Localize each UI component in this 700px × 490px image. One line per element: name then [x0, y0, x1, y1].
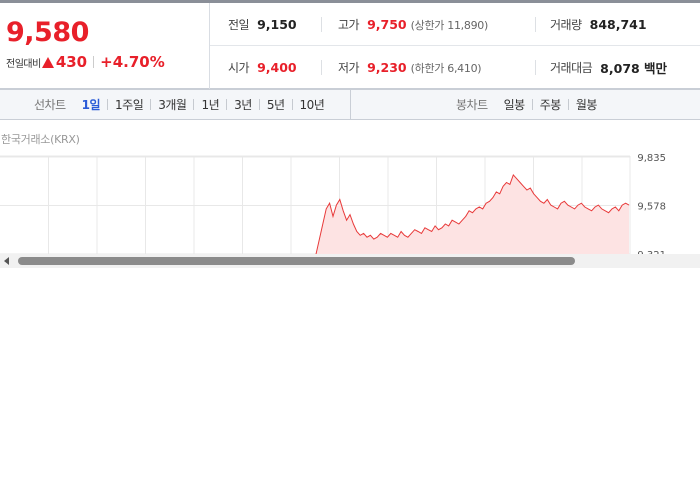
divider [93, 56, 95, 68]
change-label: 전일대비 [6, 58, 41, 70]
volume: 거래량 848,741 [550, 3, 647, 46]
candle-chart-label: 봉차트 [456, 98, 488, 112]
chart-controls: 선차트 1일 1주일 3개월 1년 3년 5년 10년 봉차트 일봉 주봉 월봉 [0, 89, 700, 120]
change-amount: 430 [41, 53, 88, 71]
up-triangle-icon [41, 56, 54, 68]
divider [531, 99, 533, 110]
line-chart-periods: 선차트 1일 1주일 3개월 1년 3년 5년 10년 [34, 90, 325, 119]
divider [193, 99, 195, 110]
divider [107, 99, 109, 110]
divider [321, 17, 322, 32]
series-line [315, 173, 630, 255]
period-10y[interactable]: 10년 [299, 98, 325, 112]
candle-daily[interactable]: 일봉 [503, 98, 526, 112]
prev-close-value: 9,150 [257, 17, 297, 32]
quote-summary: 9,580 전일대비 430 +4.70% 전일 9,150 고가 9,750 … [0, 3, 700, 89]
open-price: 시가 9,400 [228, 46, 297, 89]
open-label: 시가 [228, 61, 250, 75]
prev-close-label: 전일 [228, 18, 250, 32]
low-value: 9,230 [367, 60, 407, 75]
trade-value-label: 거래대금 [550, 61, 593, 75]
volume-value: 848,741 [589, 17, 647, 32]
change-row: 전일대비 430 +4.70% [6, 53, 165, 71]
divider [226, 99, 228, 110]
divider [567, 99, 569, 110]
series-area [316, 174, 629, 255]
scroll-left-icon[interactable] [4, 257, 9, 265]
high-value: 9,750 [367, 17, 407, 32]
period-3m[interactable]: 3개월 [158, 98, 187, 112]
divider [321, 60, 322, 75]
price-chart: 9,835 9,578 9,321 한국거래소(KRX) [0, 120, 700, 255]
scroll-thumb[interactable] [18, 257, 575, 265]
y-tick-label: 9,578 [637, 202, 666, 213]
candle-monthly[interactable]: 월봉 [575, 98, 598, 112]
stat-row-1: 전일 9,150 고가 9,750 (상한가 11,890) 거래량 848,7… [210, 3, 700, 46]
change-percent: +4.70% [100, 53, 165, 71]
change-amount-value: 430 [55, 53, 88, 71]
y-tick-label: 9,835 [637, 153, 666, 164]
period-3y[interactable]: 3년 [234, 98, 252, 112]
period-1d[interactable]: 1일 [81, 98, 101, 112]
price-box: 9,580 전일대비 430 +4.70% [0, 3, 210, 89]
lower-limit: (하한가 6,410) [410, 61, 482, 75]
intraday-area-chart: 9,835 9,578 9,321 [0, 153, 666, 255]
trade-value: 거래대금 8,078 백만 [550, 46, 667, 89]
high-price: 고가 9,750 (상한가 11,890) [338, 3, 488, 46]
divider [150, 99, 152, 110]
trade-value-value: 8,078 백만 [600, 61, 668, 76]
period-1y[interactable]: 1년 [201, 98, 220, 112]
prev-close: 전일 9,150 [228, 3, 297, 46]
controls-divider [350, 90, 351, 119]
period-5y[interactable]: 5년 [266, 98, 285, 112]
top-border [0, 0, 700, 3]
divider [291, 99, 293, 110]
horizontal-scrollbar[interactable] [0, 254, 700, 268]
divider [535, 60, 536, 75]
low-label: 저가 [338, 61, 360, 75]
y-tick-label: 9,321 [637, 250, 666, 255]
candle-chart-periods: 봉차트 일봉 주봉 월봉 [456, 90, 597, 119]
open-value: 9,400 [257, 60, 297, 75]
period-1w[interactable]: 1주일 [115, 98, 144, 112]
line-chart-label: 선차트 [34, 98, 66, 112]
low-price: 저가 9,230 (하한가 6,410) [338, 46, 482, 89]
stat-row-2: 시가 9,400 저가 9,230 (하한가 6,410) 거래대금 8,078… [210, 46, 700, 89]
divider [258, 99, 260, 110]
divider [535, 17, 536, 32]
candle-weekly[interactable]: 주봉 [539, 98, 562, 112]
data-source: 한국거래소(KRX) [1, 133, 80, 146]
upper-limit: (상한가 11,890) [410, 18, 489, 32]
current-price: 9,580 [6, 17, 89, 48]
high-label: 고가 [338, 18, 360, 32]
volume-label: 거래량 [550, 18, 582, 32]
